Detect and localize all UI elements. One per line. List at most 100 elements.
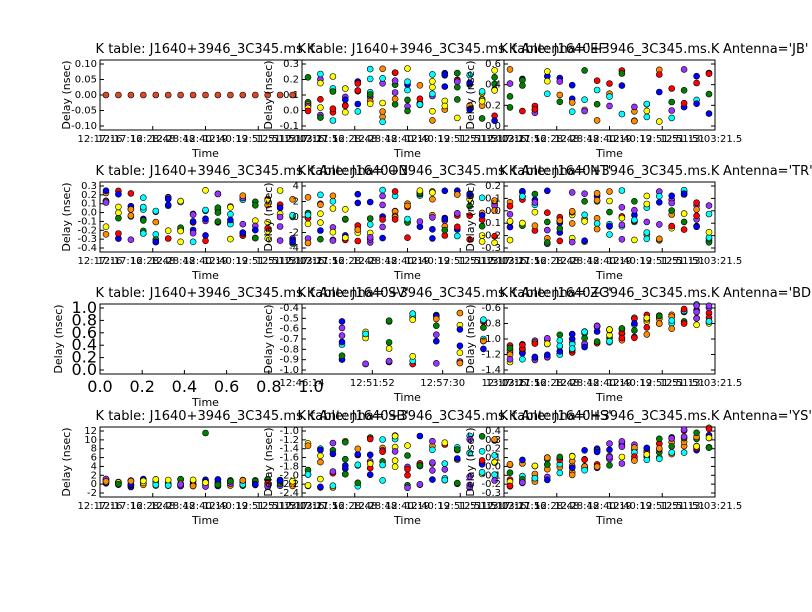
data-point (680, 218, 688, 226)
x-tick-label: 12:40:19 (385, 501, 430, 512)
data-point (491, 67, 498, 74)
data-point (655, 312, 663, 320)
panel-title: K table: J1640+3946_3C345.ms.K (298, 42, 518, 57)
data-point (668, 435, 676, 442)
data-point (441, 215, 449, 223)
data-point (366, 215, 374, 222)
data-point (404, 452, 411, 459)
data-point (643, 235, 651, 243)
data-point (354, 226, 362, 233)
x-tick-label: 12:40:19 (405, 501, 450, 512)
data-point (668, 98, 676, 106)
data-point (568, 238, 576, 246)
y-tick-label: -0.4 (77, 243, 97, 254)
x-tick-label: 12:17:16 (300, 501, 345, 512)
data-point (317, 483, 324, 491)
y-tick-label: -2.4 (279, 488, 299, 499)
y-tick-label: -1.0 (279, 426, 299, 437)
data-point (404, 471, 411, 479)
data-point (506, 236, 514, 244)
panel-4: K table: J1640+3946_3C345.ms.K Antenna='O… (60, 164, 412, 282)
panel-title: K table: J1640+3946_3C345.ms.K (298, 409, 518, 424)
data-point (385, 317, 393, 325)
data-point (304, 107, 312, 115)
data-point (416, 101, 424, 108)
data-point (391, 95, 399, 103)
data-point (366, 75, 374, 83)
data-point (354, 451, 362, 458)
data-point (441, 71, 449, 78)
data-point (519, 355, 526, 363)
data-point (568, 81, 576, 89)
data-point (491, 239, 498, 247)
data-point (543, 68, 551, 75)
data-point (680, 433, 688, 441)
data-point (606, 188, 613, 195)
data-point (693, 100, 700, 107)
x-tick-label: 12:40:19 (203, 501, 248, 512)
data-point (655, 445, 663, 452)
data-point (239, 220, 247, 228)
data-point (543, 218, 551, 226)
data-point (506, 93, 514, 100)
data-point (289, 238, 296, 246)
data-point (366, 451, 374, 459)
y-tick-label: -2.2 (279, 479, 299, 490)
data-point (152, 238, 160, 246)
data-point (289, 91, 296, 99)
data-point (593, 117, 601, 124)
data-point (519, 219, 526, 227)
x-tick-label: 12:51:51 (236, 501, 281, 512)
data-point (618, 221, 626, 229)
y-tick-label: 0.0 (485, 206, 501, 217)
data-point (102, 91, 110, 99)
x-tick-label: 12:40:19 (587, 378, 632, 389)
y-tick-label: -2 (87, 488, 97, 499)
data-point (304, 194, 312, 201)
data-point (453, 96, 461, 103)
data-point (127, 206, 135, 213)
data-point (693, 429, 700, 437)
data-point (581, 328, 588, 336)
data-point (466, 436, 474, 443)
x-tick-label: 12:28:48 (332, 501, 377, 512)
y-tick-label: 12 (84, 426, 97, 437)
data-point (140, 194, 147, 201)
data-point (705, 90, 713, 98)
data-point (429, 437, 436, 445)
data-point (556, 453, 564, 461)
data-point (705, 202, 713, 209)
data-point (152, 476, 160, 483)
antenna-title: Antenna='ZC' (521, 286, 612, 301)
data-point (177, 91, 184, 99)
data-point (618, 70, 626, 77)
data-point (606, 197, 613, 205)
data-point (429, 83, 436, 91)
data-point (416, 82, 424, 89)
panel-8: K table: J1640+3946_3C345.ms.K Antenna='Z… (262, 286, 612, 404)
data-point (227, 235, 234, 243)
data-point (202, 215, 209, 223)
data-point (404, 442, 411, 449)
x-axis-label: Time (595, 269, 623, 282)
data-point (354, 445, 362, 453)
data-point (456, 349, 464, 357)
y-tick-label: -0.6 (481, 303, 501, 314)
y-axis-label: Delay (nsec) (52, 304, 65, 373)
y-tick-label: -0.8 (279, 344, 299, 355)
data-point (655, 118, 663, 125)
x-axis-label: Time (595, 514, 623, 527)
panel-title: K table: J1640+3946_3C345.ms.K (96, 286, 316, 301)
x-tick-label: 12:28:48 (534, 134, 579, 145)
y-tick-label: 0.1 (485, 193, 501, 204)
x-tick-label: 12:40:19 (385, 134, 430, 145)
y-axis-label: Delay (nsec) (464, 304, 477, 373)
data-point (391, 188, 399, 195)
data-point (214, 218, 222, 225)
x-tick-label: 12:28:48 (352, 256, 397, 267)
data-point (432, 331, 440, 339)
data-point (252, 202, 259, 209)
data-point (214, 190, 222, 198)
x-axis-label: Time (393, 269, 421, 282)
data-point (329, 450, 337, 458)
